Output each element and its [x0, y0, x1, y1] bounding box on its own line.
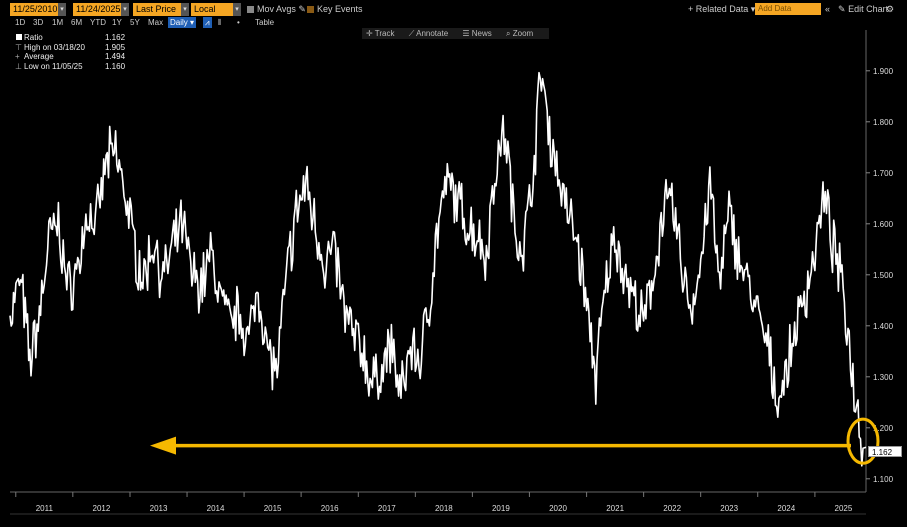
zoom-label: Zoom — [512, 29, 534, 38]
price-field-select[interactable]: Last Price — [133, 3, 181, 16]
range-5y[interactable]: 5Y — [130, 18, 140, 27]
gear-icon[interactable]: ⚙ — [886, 4, 895, 14]
chart-tools: ✛ Track ⟋ Annotate ☰ News ⌕ Zoom — [362, 28, 550, 39]
low-marker-icon: ⊥ — [15, 61, 22, 71]
toolbar-ranges: 1D 3D 1M 6M YTD 1Y 5Y Max Daily ▾ ⩘ ⫴ • … — [0, 17, 907, 28]
related-data-button[interactable]: + Related Data ▾ — [688, 4, 756, 14]
zoom-tool[interactable]: ⌕ Zoom — [506, 29, 534, 38]
legend-value: 1.162 — [105, 33, 126, 42]
high-marker-icon: ⊤ — [15, 42, 22, 52]
checkbox-icon — [247, 6, 254, 13]
highlight-circle — [846, 417, 880, 465]
add-data-input[interactable]: Add Data — [755, 3, 821, 15]
chevron-down-icon[interactable]: ▾ — [233, 3, 241, 16]
frequency-select[interactable]: Daily ▾ — [168, 17, 197, 28]
legend-label: Average — [24, 52, 54, 62]
toolbar-top: 11/25/2010 ▾ 11/24/2025 ▾ Last Price ▾ L… — [0, 3, 907, 27]
legend-label: Ratio — [24, 33, 43, 42]
x-tick-label: 2023 — [720, 504, 738, 513]
key-events-label: Key Events — [317, 4, 363, 14]
y-tick-label: 1.100 — [873, 475, 894, 484]
x-tick-label: 2019 — [492, 504, 510, 513]
y-tick-label: 1.800 — [873, 118, 894, 127]
y-tick-label: 1.500 — [873, 271, 894, 280]
range-ytd[interactable]: YTD — [90, 18, 106, 27]
annotate-label: Annotate — [416, 29, 449, 38]
bar-chart-icon[interactable]: ⫴ — [218, 18, 222, 27]
series-ratio — [9, 71, 867, 467]
mov-avgs-label: Mov Avgs — [257, 4, 296, 14]
y-tick-label: 1.200 — [873, 424, 894, 433]
track-label: Track — [374, 29, 395, 38]
range-6m[interactable]: 6M — [71, 18, 83, 27]
x-tick-label: 2017 — [378, 504, 396, 513]
y-tick-label: 1.700 — [873, 169, 894, 178]
x-tick-label: 2014 — [207, 504, 225, 513]
legend-value: 1.494 — [105, 52, 126, 62]
news-label: News — [471, 29, 492, 38]
y-tick-label: 1.900 — [873, 67, 894, 76]
x-tick-label: 2016 — [321, 504, 339, 513]
related-data-label: + Related Data — [688, 4, 749, 14]
track-tool[interactable]: ✛ Track — [366, 29, 395, 38]
annotation — [150, 417, 880, 465]
line-chart-icon[interactable]: ⩘ — [203, 17, 212, 28]
collapse-icon[interactable]: « — [825, 4, 831, 14]
legend-label: High on 03/18/20 — [24, 42, 85, 52]
series-ratio-line — [9, 71, 867, 467]
pencil-icon[interactable]: ✎ — [298, 4, 306, 14]
x-tick-label: 2021 — [606, 504, 624, 513]
y-tick-label: 1.600 — [873, 220, 894, 229]
mov-avgs-toggle[interactable]: Mov Avgs ✎ — [247, 3, 306, 16]
legend-value: 1.160 — [105, 61, 126, 71]
x-tick-label: 2015 — [264, 504, 282, 513]
y-tick-label: 1.300 — [873, 373, 894, 382]
x-tick-label: 2012 — [93, 504, 111, 513]
calendar-icon[interactable]: ▾ — [58, 3, 66, 16]
range-1m[interactable]: 1M — [52, 18, 64, 27]
currency-select[interactable]: Local CCY — [191, 3, 233, 27]
arrow-head — [150, 436, 176, 455]
x-tick-label: 2022 — [663, 504, 681, 513]
last-value-tag: 1.162 — [868, 446, 902, 457]
news-tool[interactable]: ☰ News — [462, 29, 492, 38]
key-events-toggle[interactable]: Key Events — [307, 3, 363, 16]
annotate-tool[interactable]: ⟋ Annotate — [408, 29, 449, 38]
checkbox-icon — [307, 6, 314, 13]
end-date-field[interactable]: 11/24/2025 — [73, 3, 121, 16]
x-tick-label: 2024 — [777, 504, 795, 513]
x-tick-label: 2011 — [36, 504, 54, 513]
series-swatch — [16, 34, 22, 40]
x-tick-label: 2013 — [150, 504, 168, 513]
pencil-icon: ✎ — [838, 4, 846, 14]
legend-label: Low on 11/05/25 — [24, 61, 83, 71]
average-marker-icon: + — [15, 52, 20, 62]
table-button[interactable]: Table — [255, 18, 275, 27]
range-1d[interactable]: 1D — [15, 18, 26, 27]
range-1y[interactable]: 1Y — [112, 18, 122, 27]
edit-chart-label: Edit Chart — [848, 4, 889, 14]
x-tick-label: 2018 — [435, 504, 453, 513]
x-tick-label: 2025 — [835, 504, 853, 513]
edit-chart-button[interactable]: ✎ Edit Chart — [838, 3, 888, 16]
chevron-down-icon[interactable]: ▾ — [181, 3, 189, 16]
line-chart: 1.100 1.200 1.300 1.400 1.500 1.600 1.700 1.800… — [9, 30, 894, 515]
range-3d[interactable]: 3D — [33, 18, 44, 27]
y-tick-label: 1.400 — [873, 322, 894, 331]
dot-icon: • — [237, 18, 240, 27]
range-max[interactable]: Max — [148, 18, 164, 27]
x-tick-label: 2020 — [549, 504, 567, 513]
start-date-field[interactable]: 11/25/2010 — [10, 3, 58, 16]
calendar-icon[interactable]: ▾ — [121, 3, 129, 16]
legend-value: 1.905 — [105, 42, 126, 52]
chart-axes: 1.100 1.200 1.300 1.400 1.500 1.600 1.700 1.800… — [10, 30, 894, 515]
frequency-label: Daily — [170, 18, 188, 27]
